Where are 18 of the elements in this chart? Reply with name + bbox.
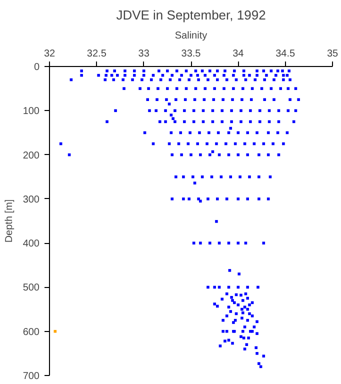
y-tick-label: 200 — [22, 150, 40, 162]
y-tick-label: 300 — [22, 194, 40, 206]
y-tick-label: 0 — [34, 62, 40, 73]
y-tick-label: 400 — [22, 238, 40, 250]
x-axis-title: Salinity — [174, 30, 208, 42]
x-tick-label: 34 — [232, 48, 244, 60]
y-tick-label: 600 — [22, 326, 40, 338]
y-tick-label: 100 — [22, 106, 40, 118]
x-tick-label: 32.5 — [86, 48, 107, 60]
x-tick-label: 35 — [326, 48, 338, 60]
chart-title: JDVE in September, 1992 — [116, 8, 266, 22]
y-tick-label: 700 — [22, 371, 40, 382]
y-tick-label: 500 — [22, 282, 40, 294]
x-tick-label: 33 — [138, 48, 150, 60]
x-tick-label: 32 — [44, 48, 56, 60]
y-axis-title: Depth [m] — [4, 199, 15, 243]
x-tick-label: 34.5 — [276, 48, 296, 60]
x-tick-label: 33.5 — [181, 48, 202, 60]
